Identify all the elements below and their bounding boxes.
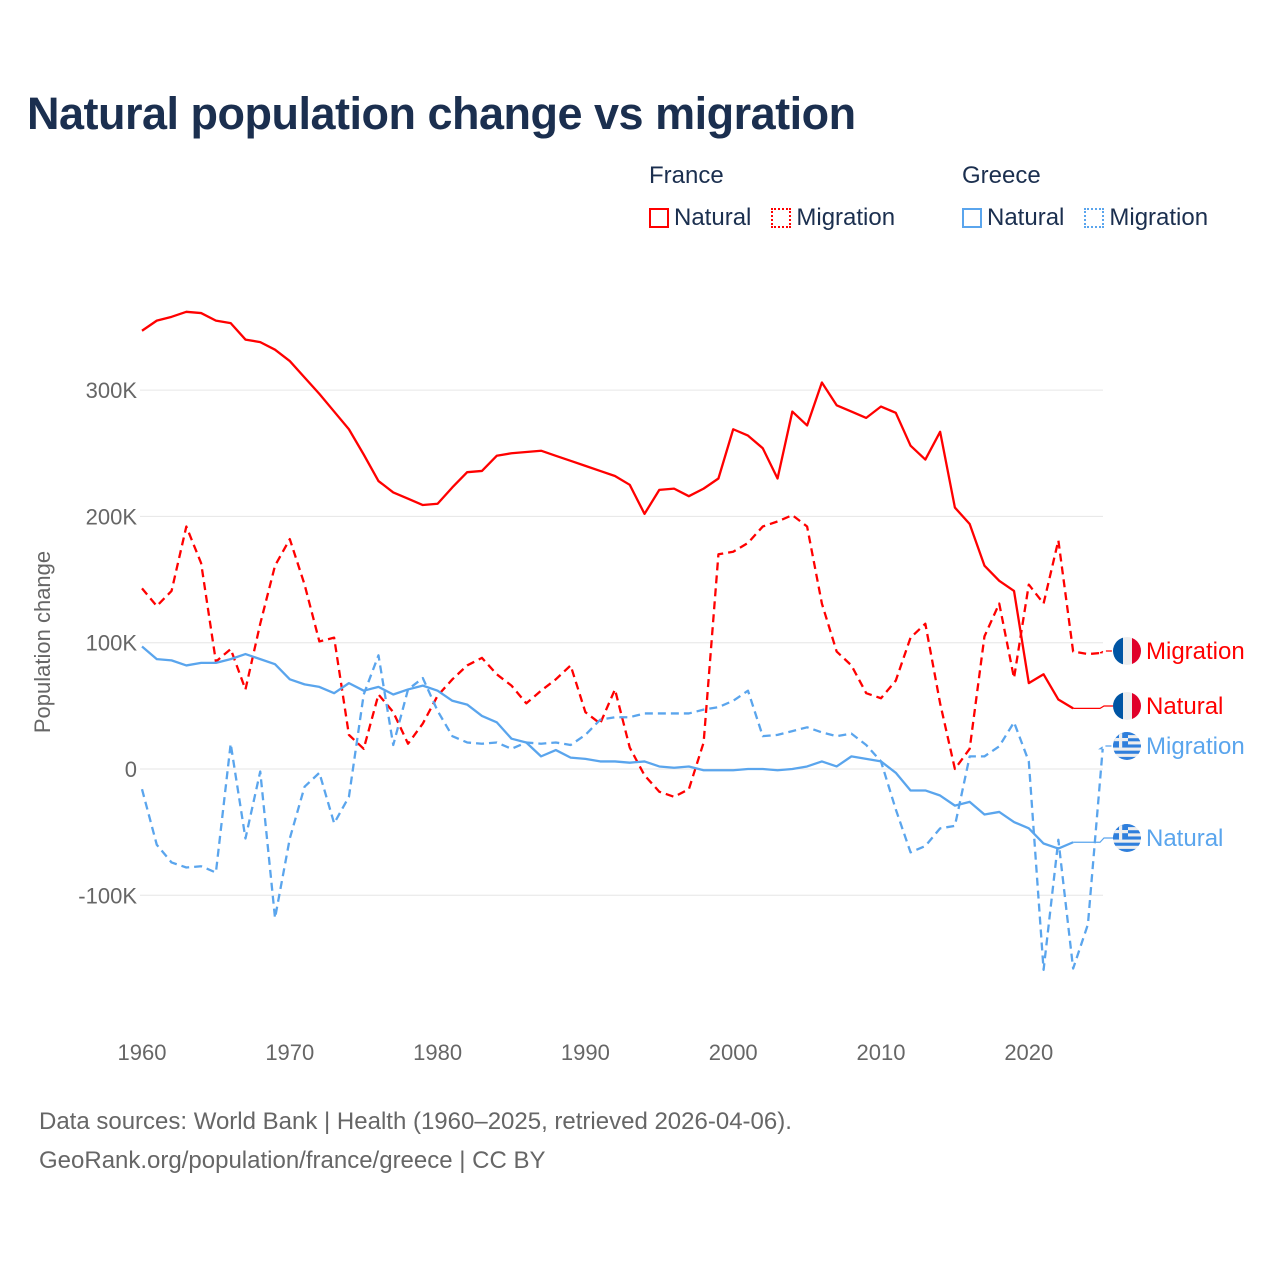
flag-stripe [1113,756,1141,760]
x-tick-label: 1970 [265,1040,314,1065]
flag-stripe [1113,750,1141,754]
footer-link[interactable]: GeoRank.org/population/france/greece | C… [39,1147,546,1174]
x-tick-label: 2000 [709,1040,758,1065]
legend-group-france: France Natural Migration [649,162,895,232]
legend-label: Natural [674,204,752,231]
label-connector [1073,705,1113,709]
label-connector [1099,650,1113,654]
solid-swatch-icon [649,208,669,228]
flag-stripe [1123,692,1132,720]
series-line-france-natural [141,310,1074,710]
flag-stripe [1113,848,1141,852]
x-tick-label: 2010 [857,1040,906,1065]
flag-stripe [1132,692,1141,720]
legend-group-title: France [649,162,724,189]
legend-label: Migration [1109,204,1209,231]
label-connector [1098,745,1113,750]
x-tick-label: 1960 [118,1040,167,1065]
flag-stripe [1123,637,1132,665]
greece-flag-icon [1113,732,1141,760]
legend-item-france-natural[interactable]: Natural [649,204,751,232]
label-connector [1073,837,1113,843]
dotted-swatch-icon [1084,208,1105,228]
flag-stripe [1113,692,1123,720]
series-end-label: Migration [1146,733,1245,760]
france-flag-icon [1113,692,1141,720]
legend-item-greece-natural[interactable]: Natural [962,204,1064,232]
footer-sources: Data sources: World Bank | Health (1960–… [39,1108,792,1135]
legend-group-greece: Greece Natural Migration [962,162,1208,232]
flag-cross [1119,824,1123,840]
y-tick-label: 200K [86,504,138,529]
legend-label: Migration [796,204,896,231]
france-flag-icon [1113,637,1141,665]
series-end-label: Natural [1146,693,1223,720]
legend-label: Natural [987,204,1065,231]
y-tick-label: 300K [86,378,138,403]
x-tick-label: 1990 [561,1040,610,1065]
series-line-france-migration [141,513,1103,798]
series-end-label: Migration [1146,638,1245,665]
x-tick-label: 1980 [413,1040,462,1065]
y-tick-label: 0 [125,757,137,782]
series-end-label: Natural [1146,825,1223,852]
solid-swatch-icon [962,208,982,228]
legend-item-france-migration[interactable]: Migration [771,204,895,232]
series-line-greece-natural [141,645,1074,850]
greece-flag-icon [1113,824,1141,852]
flag-stripe [1132,637,1141,665]
x-tick-label: 2020 [1004,1040,1053,1065]
legend-item-greece-migration[interactable]: Migration [1084,204,1208,232]
series-line-greece-migration [140,654,1104,971]
flag-cross [1119,732,1123,748]
flag-stripe [1113,637,1123,665]
y-axis-label: Population change [30,551,55,733]
dotted-swatch-icon [771,208,792,228]
y-tick-label: -100K [78,883,137,908]
legend-group-title: Greece [962,162,1041,189]
flag-stripe [1113,842,1141,846]
chart-title: Natural population change vs migration [27,88,856,139]
y-tick-label: 100K [86,631,138,656]
